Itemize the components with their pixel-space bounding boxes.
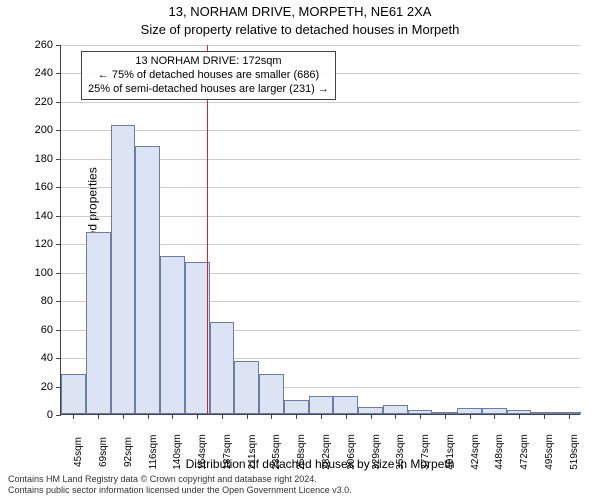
y-tick (56, 102, 61, 103)
y-tick-label: 0 (47, 409, 53, 421)
x-axis-label: Distribution of detached houses by size … (60, 457, 580, 471)
x-tick (247, 414, 248, 419)
y-tick (56, 273, 61, 274)
y-tick-label: 80 (41, 295, 53, 307)
gridline (61, 45, 580, 46)
histogram-bar (185, 262, 210, 414)
x-tick (445, 414, 446, 419)
y-tick-label: 40 (41, 352, 53, 364)
y-tick-label: 140 (35, 210, 53, 222)
x-tick (197, 414, 198, 419)
histogram-bar (234, 361, 259, 414)
y-tick-label: 260 (35, 39, 53, 51)
histogram-bar (135, 146, 160, 414)
gridline (61, 102, 580, 103)
x-tick (148, 414, 149, 419)
x-tick (321, 414, 322, 419)
histogram-bar (309, 396, 334, 415)
histogram-bar (333, 396, 358, 415)
histogram-bar (210, 322, 235, 415)
y-tick-label: 60 (41, 324, 53, 336)
histogram-bar (111, 125, 136, 414)
annotation-line1: 13 NORHAM DRIVE: 172sqm (88, 55, 329, 69)
footer-line2: Contains public sector information licen… (8, 485, 352, 496)
annotation-line2: ← 75% of detached houses are smaller (68… (88, 69, 329, 83)
x-tick (420, 414, 421, 419)
histogram-bar (160, 256, 185, 414)
x-tick (98, 414, 99, 419)
x-tick (494, 414, 495, 419)
histogram-bar (284, 400, 309, 414)
y-tick (56, 330, 61, 331)
x-tick (470, 414, 471, 419)
histogram-bar (383, 405, 408, 414)
histogram-bar (259, 374, 284, 414)
footer-attribution: Contains HM Land Registry data © Crown c… (8, 474, 352, 496)
y-tick (56, 358, 61, 359)
x-tick (296, 414, 297, 419)
y-tick (56, 159, 61, 160)
y-tick (56, 301, 61, 302)
y-tick-label: 180 (35, 153, 53, 165)
gridline (61, 130, 580, 131)
annotation-box: 13 NORHAM DRIVE: 172sqm← 75% of detached… (81, 51, 336, 100)
histogram-bar (86, 232, 111, 414)
x-tick (519, 414, 520, 419)
y-tick (56, 130, 61, 131)
x-tick (222, 414, 223, 419)
y-tick-label: 240 (35, 67, 53, 79)
x-tick (371, 414, 372, 419)
x-tick (346, 414, 347, 419)
y-tick (56, 415, 61, 416)
y-tick-label: 120 (35, 238, 53, 250)
x-tick (569, 414, 570, 419)
x-tick (271, 414, 272, 419)
footer-line1: Contains HM Land Registry data © Crown c… (8, 474, 352, 485)
chart-title-main: 13, NORHAM DRIVE, MORPETH, NE61 2XA (0, 4, 600, 19)
y-tick-label: 200 (35, 124, 53, 136)
y-tick (56, 244, 61, 245)
chart-container: 13, NORHAM DRIVE, MORPETH, NE61 2XA Size… (0, 0, 600, 500)
y-tick (56, 187, 61, 188)
y-tick-label: 160 (35, 181, 53, 193)
plot-area: 02040608010012014016018020022024026045sq… (60, 45, 580, 415)
x-tick (73, 414, 74, 419)
y-tick (56, 45, 61, 46)
reference-line (207, 45, 208, 414)
y-tick-label: 220 (35, 96, 53, 108)
x-tick (172, 414, 173, 419)
annotation-line3: 25% of semi-detached houses are larger (… (88, 83, 329, 97)
chart-title-sub: Size of property relative to detached ho… (0, 22, 600, 37)
y-tick (56, 73, 61, 74)
y-tick (56, 216, 61, 217)
y-tick-label: 20 (41, 381, 53, 393)
y-tick-label: 100 (35, 267, 53, 279)
x-tick (123, 414, 124, 419)
x-tick (544, 414, 545, 419)
histogram-bar (61, 374, 86, 414)
x-tick (395, 414, 396, 419)
histogram-bar (358, 407, 383, 414)
